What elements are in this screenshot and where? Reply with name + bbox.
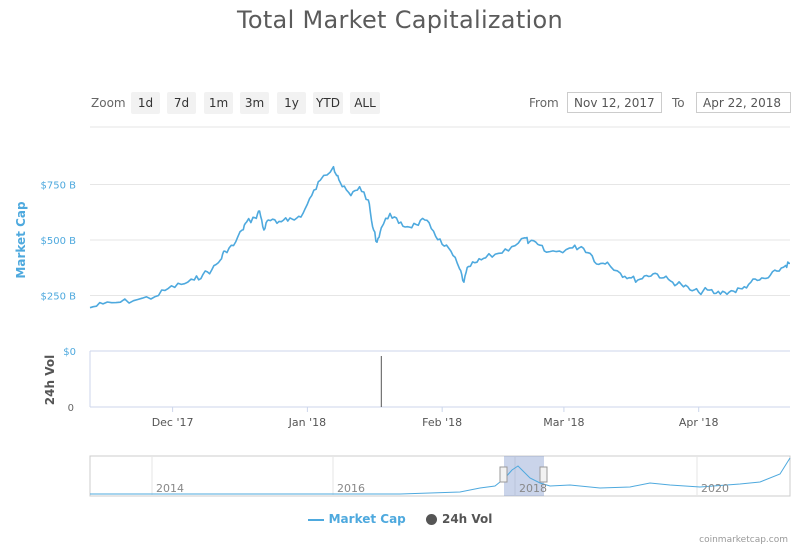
zoom-1m-button[interactable]: 1m: [204, 92, 233, 114]
legend-label-market-cap: Market Cap: [328, 512, 406, 526]
y-tick-label: $750 B: [41, 181, 77, 192]
volume-legend-icon: [425, 514, 437, 525]
zoom-ytd-button[interactable]: YTD: [313, 92, 343, 114]
legend-label-volume: 24h Vol: [441, 512, 493, 526]
zoom-all-button[interactable]: ALL: [350, 92, 380, 114]
zoom-label: Zoom: [91, 96, 126, 110]
market-cap-line: [89, 165, 790, 309]
legend-item-market-cap[interactable]: Market Cap: [307, 512, 406, 526]
navigator-selected-range[interactable]: [504, 456, 544, 496]
from-date-input[interactable]: Nov 12, 2017: [567, 92, 662, 113]
zoom-3m-button[interactable]: 3m: [240, 92, 269, 114]
x-tick-label: Apr '18: [679, 416, 719, 429]
y-axis-title: Market Cap: [14, 201, 28, 279]
market-cap-legend-icon: [307, 518, 324, 521]
zoom-1y-button[interactable]: 1y: [277, 92, 306, 114]
y-tick-label: $250 B: [41, 292, 77, 303]
navigator-tick-label: 2018: [519, 482, 547, 495]
to-date-input[interactable]: Apr 22, 2018: [696, 92, 791, 113]
navigator-tick-label: 2016: [337, 482, 365, 495]
navigator-frame: [89, 455, 791, 497]
chart-title: Total Market Capitalization: [236, 6, 563, 34]
legend: Market Cap 24h Vol: [0, 512, 800, 526]
legend-item-volume[interactable]: 24h Vol: [425, 512, 493, 526]
x-tick-label: Jan '18: [288, 416, 326, 429]
navigator-tick-label: 2014: [156, 482, 184, 495]
y-tick-label: $0: [63, 347, 76, 358]
navigator-right-handle[interactable]: [539, 466, 548, 483]
zoom-1d-button[interactable]: 1d: [131, 92, 160, 114]
volume-tick-label: 0: [68, 403, 74, 414]
x-tick-label: Mar '18: [543, 416, 584, 429]
x-tick-label: Dec '17: [152, 416, 194, 429]
credit-link[interactable]: coinmarketcap.com: [699, 535, 788, 545]
from-label: From: [529, 96, 559, 110]
navigator[interactable]: 2014 2016 2018 2020: [89, 455, 791, 497]
volume-axis-title: 24h Vol: [43, 355, 57, 405]
navigator-series-line: [90, 457, 791, 495]
x-tick-label: Feb '18: [422, 416, 462, 429]
navigator-left-handle[interactable]: [499, 466, 508, 483]
navigator-tick-label: 2020: [701, 482, 729, 495]
zoom-7d-button[interactable]: 7d: [167, 92, 196, 114]
to-label: To: [672, 96, 685, 110]
y-tick-label: $500 B: [41, 236, 77, 247]
